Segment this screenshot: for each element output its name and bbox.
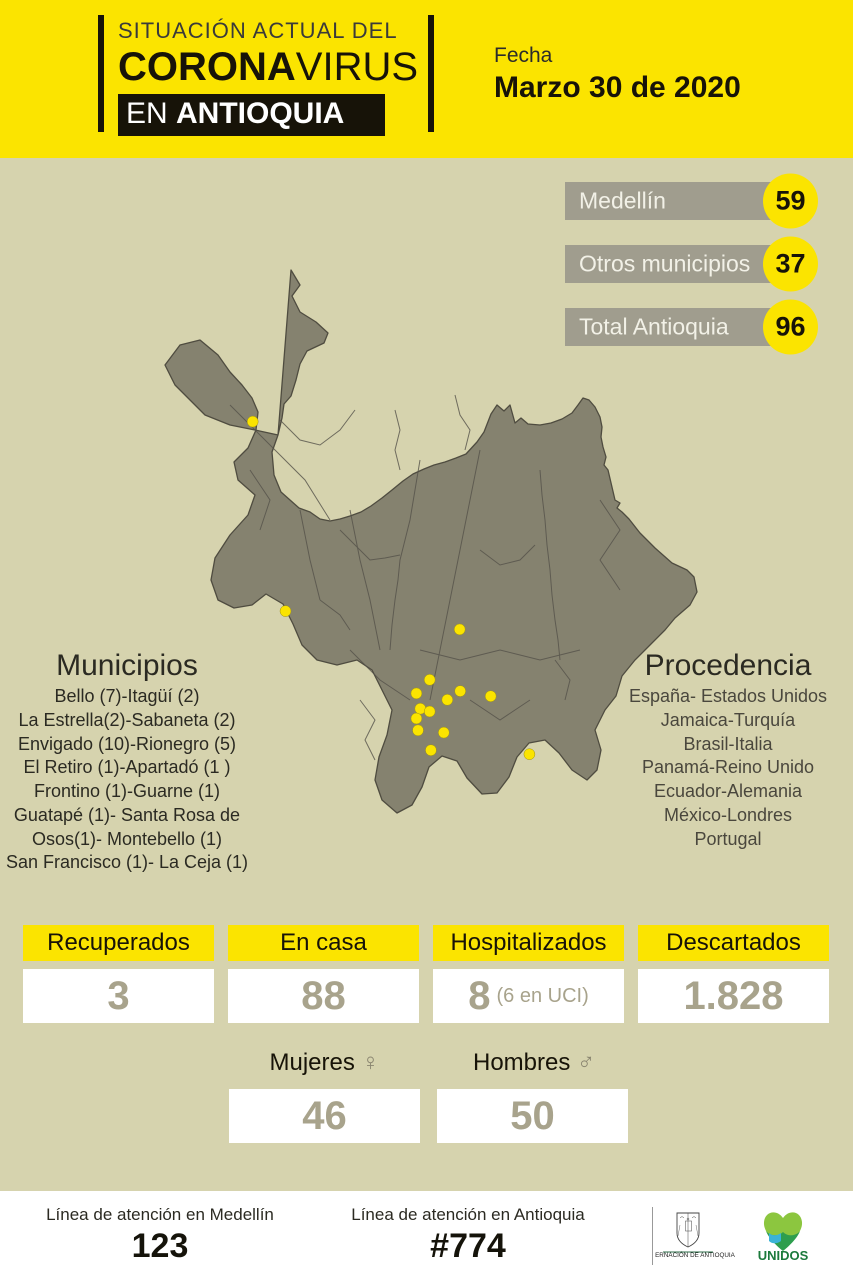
svg-text:GOBERNACIÓN DE ANTIOQUIA: GOBERNACIÓN DE ANTIOQUIA: [655, 1250, 736, 1259]
svg-text:UNIDOS: UNIDOS: [758, 1248, 809, 1263]
